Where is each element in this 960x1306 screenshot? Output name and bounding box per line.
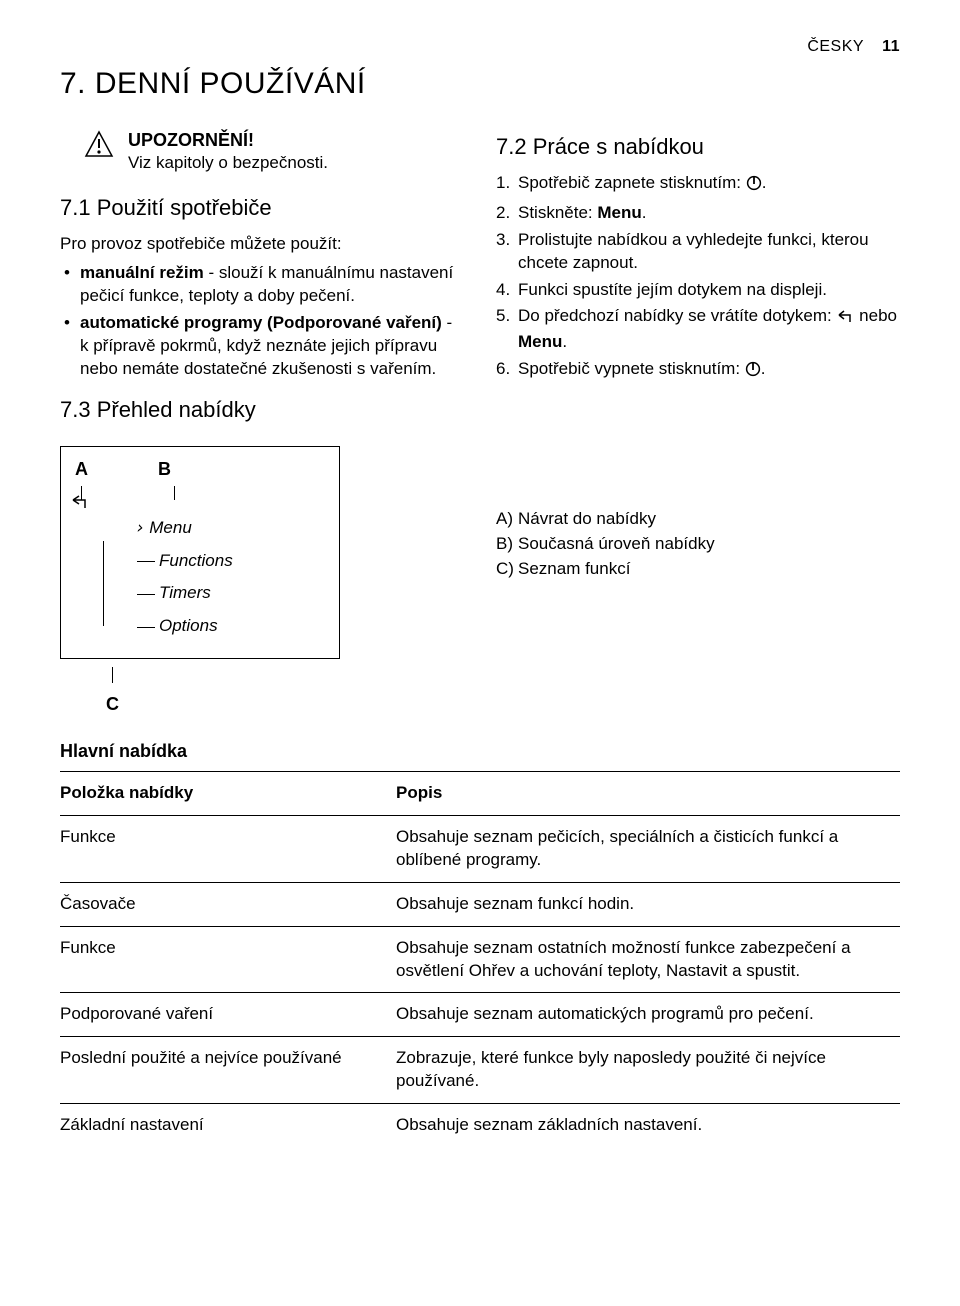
- step-2: Stiskněte: Menu.: [518, 202, 900, 225]
- table-row: Podporované vařeníObsahuje seznam automa…: [60, 993, 900, 1037]
- power-icon: [745, 361, 761, 384]
- table-header-item: Položka nabídky: [60, 771, 396, 815]
- step-6: Spotřebič vypnete stisknutím: .: [518, 358, 900, 384]
- back-icon: [836, 308, 854, 331]
- table-row: FunkceObsahuje seznam ostatních možností…: [60, 926, 900, 993]
- page-number: 11: [882, 36, 900, 58]
- table-row: FunkceObsahuje seznam pečicích, speciáln…: [60, 815, 900, 882]
- warning-text: Viz kapitoly o bezpečnosti.: [128, 152, 328, 175]
- menu-item-timers: Timers: [137, 582, 339, 605]
- warning-title: UPOZORNĚNÍ!: [128, 128, 328, 152]
- mode-name: manuální režim: [80, 263, 204, 282]
- table-row: Základní nastaveníObsahuje seznam základ…: [60, 1104, 900, 1147]
- diagram-label-c: C: [106, 692, 464, 716]
- menu-diagram: A B ›Menu Functions Timers Options: [60, 446, 340, 659]
- section-7-2-heading: 7.2 Práce s nabídkou: [496, 132, 900, 162]
- list-item: manuální režim - slouží k manuálnímu nas…: [80, 262, 464, 308]
- legend-b: B)Současná úroveň nabídky: [496, 533, 900, 556]
- warning-box: UPOZORNĚNÍ! Viz kapitoly o bezpečnosti.: [84, 128, 464, 175]
- power-icon: [746, 175, 762, 198]
- menu-item-functions: Functions: [137, 550, 339, 573]
- legend-c: C)Seznam funkcí: [496, 558, 900, 581]
- section-7-3-heading: 7.3 Přehled nabídky: [60, 395, 464, 425]
- step-5: Do předchozí nabídky se vrátíte dotykem:…: [518, 305, 900, 354]
- table-row: ČasovačeObsahuje seznam funkcí hodin.: [60, 882, 900, 926]
- step-4: Funkci spustíte jejím dotykem na displej…: [518, 279, 900, 302]
- menu-root: ›Menu: [135, 517, 339, 540]
- diagram-legend: A)Návrat do nabídky B)Současná úroveň na…: [496, 508, 900, 581]
- section-7-1-heading: 7.1 Použití spotřebiče: [60, 193, 464, 223]
- diagram-label-a: A: [75, 457, 88, 481]
- page-title: 7. DENNÍ POUŽÍVÁNÍ: [60, 64, 900, 105]
- section-7-1-intro: Pro provoz spotřebiče můžete použít:: [60, 233, 464, 256]
- mode-name: automatické programy (Podporované vaření…: [80, 313, 442, 332]
- table-row: Poslední použité a nejvíce používanéZobr…: [60, 1037, 900, 1104]
- legend-a: A)Návrat do nabídky: [496, 508, 900, 531]
- diagram-label-b: B: [158, 457, 171, 481]
- main-menu-table: Položka nabídky Popis FunkceObsahuje sez…: [60, 771, 900, 1147]
- back-icon: [69, 494, 339, 517]
- page-header: ČESKY 11: [60, 36, 900, 58]
- step-1: Spotřebič zapnete stisknutím: .: [518, 172, 900, 198]
- usage-modes-list: manuální režim - slouží k manuálnímu nas…: [60, 262, 464, 381]
- list-item: automatické programy (Podporované vaření…: [80, 312, 464, 381]
- warning-icon: [84, 130, 114, 175]
- step-3: Prolistujte nabídkou a vyhledejte funkci…: [518, 229, 900, 275]
- steps-list: Spotřebič zapnete stisknutím: . Stisknět…: [496, 172, 900, 385]
- menu-item-options: Options: [137, 615, 339, 638]
- table-title: Hlavní nabídka: [60, 739, 900, 763]
- language-label: ČESKY: [807, 36, 864, 58]
- table-header-desc: Popis: [396, 771, 900, 815]
